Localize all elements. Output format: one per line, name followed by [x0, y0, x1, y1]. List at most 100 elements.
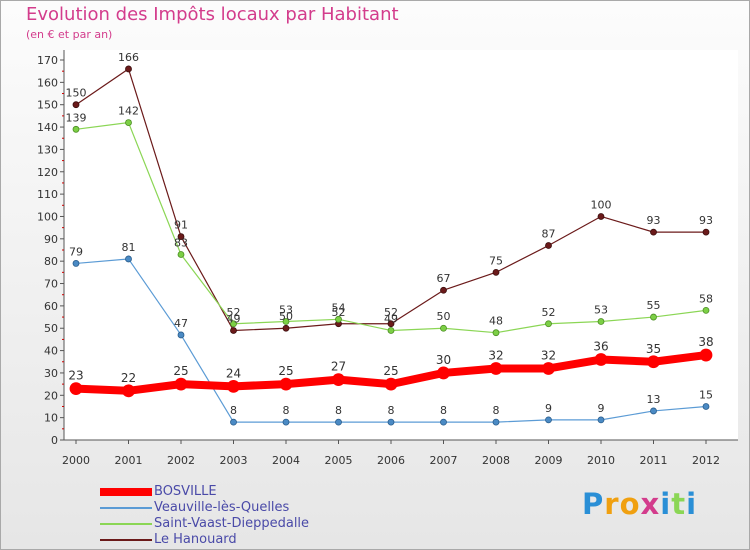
data-label: 81 [122, 241, 136, 254]
data-label: 36 [593, 340, 608, 354]
data-point [174, 377, 188, 391]
y-tick-label: 40 [44, 345, 58, 358]
data-point [440, 324, 447, 332]
data-label: 53 [279, 304, 293, 317]
data-point [72, 260, 80, 267]
data-label: 9 [545, 402, 552, 415]
chart-title: Evolution des Impôts locaux par Habitant [26, 4, 399, 25]
x-tick-label: 2011 [640, 454, 668, 467]
y-tick-label: 120 [37, 166, 58, 179]
data-point [177, 251, 185, 258]
data-point [650, 407, 657, 415]
data-label: 50 [437, 310, 451, 323]
data-point [387, 320, 395, 328]
data-label: 166 [118, 51, 139, 64]
x-tick-label: 2009 [535, 454, 563, 467]
data-point [545, 416, 552, 424]
data-point [387, 418, 395, 426]
data-point [597, 213, 605, 220]
data-point [332, 373, 345, 387]
data-label: 8 [230, 404, 237, 417]
data-point [650, 313, 657, 321]
data-label: 54 [332, 301, 346, 314]
data-label: 52 [227, 306, 241, 319]
x-tick-label: 2003 [220, 454, 248, 467]
x-tick-label: 2006 [377, 454, 405, 467]
data-point [437, 366, 450, 380]
data-point [282, 318, 290, 325]
data-point [702, 306, 710, 314]
legend-swatch [100, 523, 152, 525]
legend-swatch [100, 507, 152, 509]
data-point [230, 327, 237, 334]
y-tick-label: 50 [44, 322, 58, 335]
data-label: 8 [493, 404, 500, 417]
data-label: 142 [118, 105, 139, 118]
x-tick-label: 2007 [430, 454, 458, 467]
data-point [72, 125, 80, 133]
data-point [125, 65, 132, 73]
data-label: 35 [646, 342, 661, 356]
chart-subtitle: (en € et par an) [26, 28, 113, 41]
y-tick-label: 20 [44, 389, 58, 402]
data-label: 58 [699, 292, 713, 305]
data-point [230, 320, 237, 328]
data-point [647, 355, 660, 369]
data-label: 8 [283, 404, 290, 417]
x-tick-label: 2008 [482, 454, 510, 467]
data-point [279, 377, 293, 391]
legend-label: BOSVILLE [154, 484, 217, 499]
data-point [699, 348, 713, 362]
data-label: 48 [489, 315, 503, 328]
data-label: 32 [488, 348, 503, 362]
data-label: 8 [388, 404, 395, 417]
data-label: 49 [384, 312, 398, 325]
data-point [597, 318, 605, 325]
y-tick-label: 90 [44, 233, 58, 246]
legend-swatch [100, 539, 152, 541]
data-label: 27 [331, 360, 346, 374]
data-label: 93 [699, 214, 713, 227]
x-tick-label: 2002 [167, 454, 195, 467]
data-point [594, 353, 608, 366]
data-label: 93 [647, 214, 661, 227]
data-label: 13 [647, 393, 661, 406]
data-point [702, 403, 710, 410]
data-label: 67 [437, 272, 451, 285]
data-label: 150 [66, 87, 87, 100]
data-label: 22 [121, 371, 136, 385]
y-tick-label: 140 [37, 121, 58, 134]
proxiti-logo: Proxiti [582, 487, 698, 521]
data-point [177, 331, 185, 339]
data-label: 75 [489, 254, 503, 267]
data-point [545, 320, 552, 328]
data-label: 52 [332, 306, 346, 319]
x-tick-label: 2012 [692, 454, 720, 467]
data-point [230, 418, 237, 426]
y-tick-label: 130 [37, 143, 58, 156]
y-tick-label: 170 [37, 54, 58, 67]
legend-label: Veauville-lès-Quelles [154, 500, 290, 515]
data-point [440, 418, 447, 426]
data-label: 8 [335, 404, 342, 417]
data-label: 9 [598, 402, 605, 415]
data-point [387, 327, 395, 334]
data-point [125, 255, 132, 263]
data-point [650, 228, 657, 236]
y-tick-label: 100 [37, 210, 58, 223]
data-label: 23 [68, 369, 83, 383]
x-tick-label: 2001 [115, 454, 143, 467]
data-point [492, 418, 500, 426]
data-label: 83 [174, 236, 188, 249]
y-tick-label: 0 [51, 434, 58, 447]
data-label: 15 [699, 388, 713, 401]
x-tick-label: 2000 [62, 454, 90, 467]
data-label: 50 [279, 310, 293, 323]
data-point [122, 384, 135, 398]
data-point [72, 101, 80, 109]
x-tick-label: 2010 [587, 454, 615, 467]
data-label: 91 [174, 219, 188, 232]
data-point [335, 418, 342, 426]
data-label: 25 [173, 364, 188, 378]
